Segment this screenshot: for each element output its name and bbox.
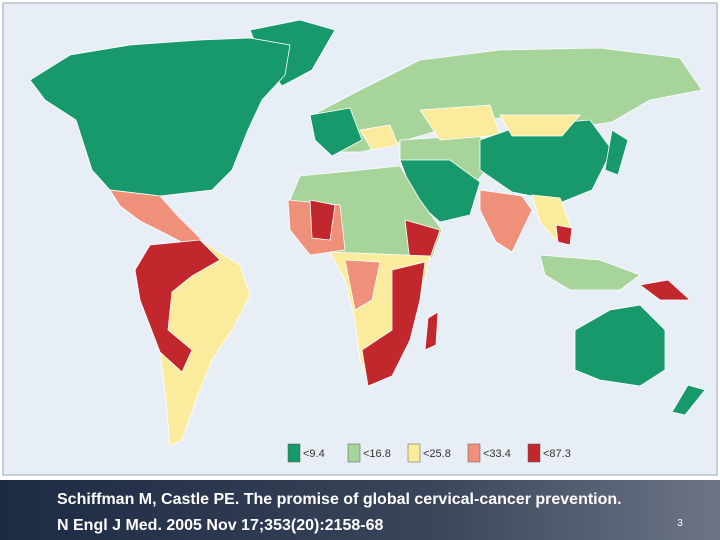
region [479, 189, 533, 253]
legend-swatch [527, 443, 541, 463]
region [424, 311, 439, 351]
region [574, 304, 666, 387]
region [29, 37, 291, 197]
legend-label: <33.4 [483, 448, 511, 460]
region [499, 114, 581, 137]
citation-band [0, 480, 720, 540]
legend-label: <9.4 [303, 448, 325, 460]
region [404, 219, 441, 263]
region [359, 124, 399, 151]
region [639, 279, 692, 301]
region [671, 384, 706, 416]
legend-swatch [287, 443, 301, 463]
world-map [29, 19, 706, 447]
legend-label: <87.3 [543, 448, 571, 460]
slide-number: 3 [677, 518, 683, 529]
legend-label: <16.8 [363, 448, 391, 460]
legend-swatch [347, 443, 361, 463]
region [134, 239, 221, 373]
region [555, 224, 573, 246]
region [317, 47, 703, 153]
region [604, 129, 629, 176]
citation-line: N Engl J Med. 2005 Nov 17;353(20):2158-6… [57, 517, 383, 534]
legend-swatch [407, 443, 421, 463]
region [309, 199, 336, 241]
citation-line: Schiffman M, Castle PE. The promise of g… [57, 491, 622, 508]
legend: <9.4 <16.8 <25.8 <33.4 <87.3 [287, 443, 571, 463]
legend-swatch [467, 443, 481, 463]
region [344, 259, 381, 311]
region [539, 254, 641, 291]
legend-label: <25.8 [423, 448, 451, 460]
region [309, 107, 363, 157]
region [361, 261, 426, 387]
